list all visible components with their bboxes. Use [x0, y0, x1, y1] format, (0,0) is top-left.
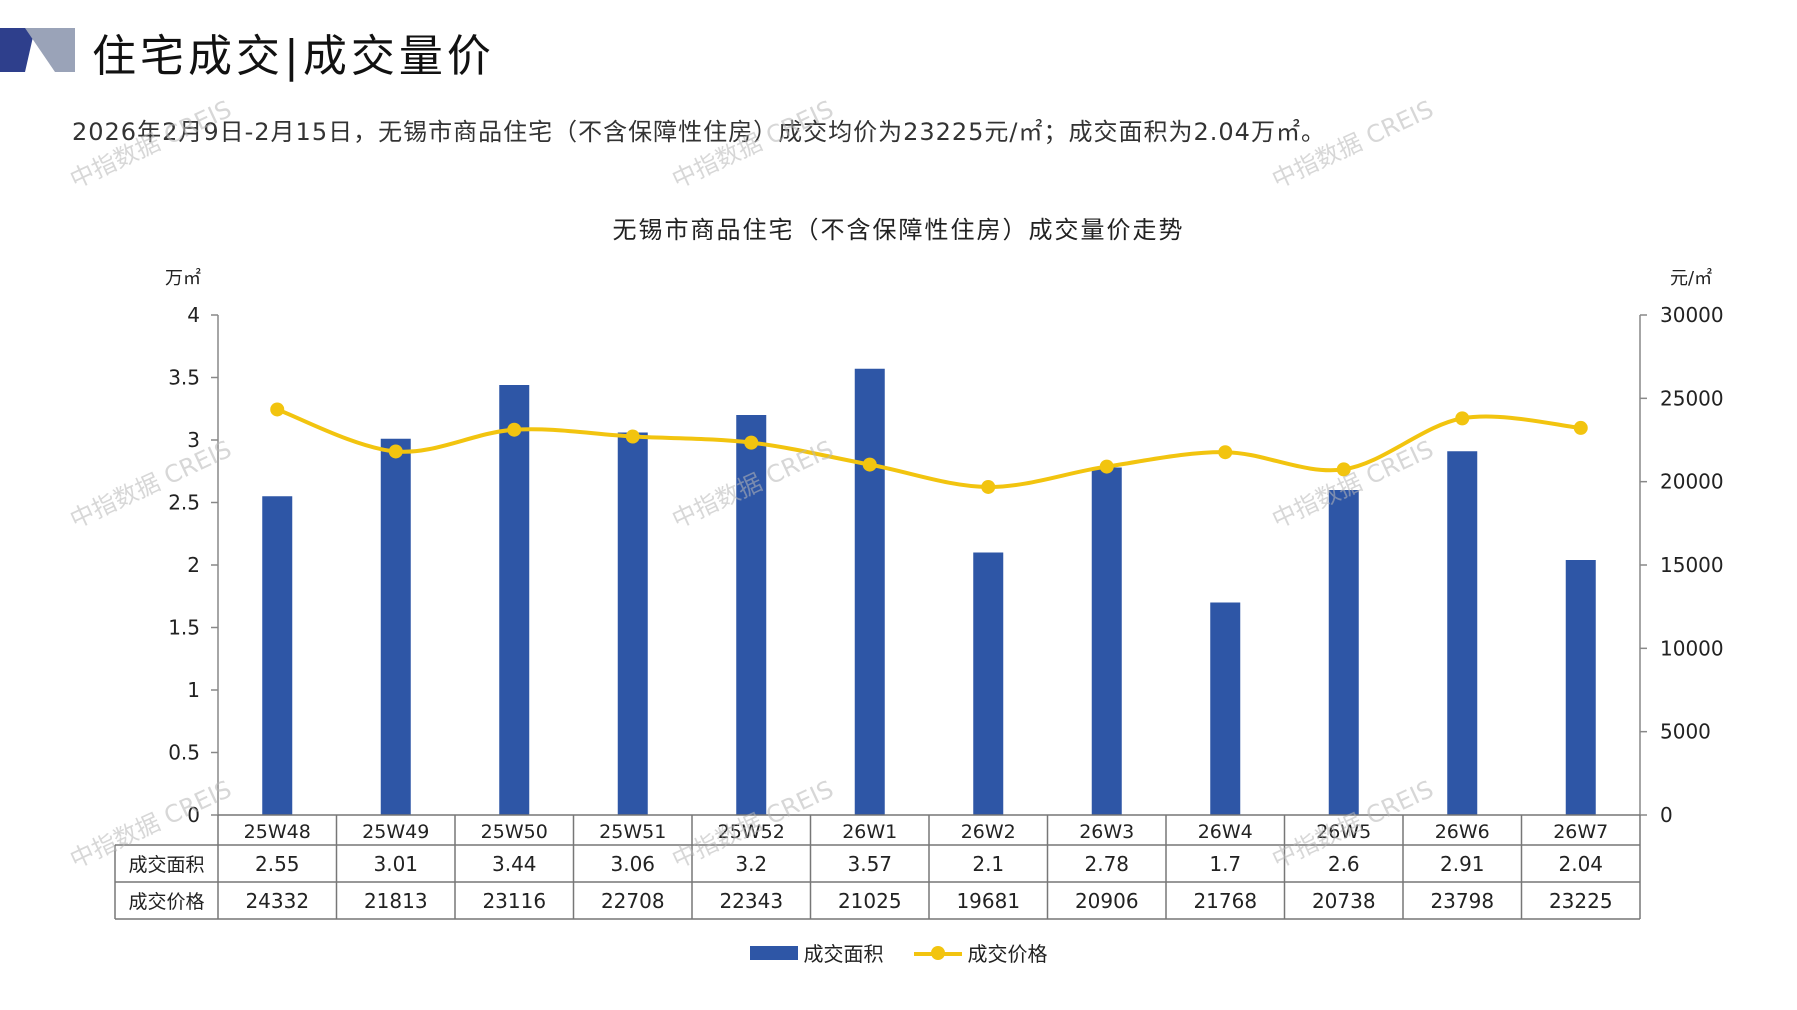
table-cell-area: 2.1	[972, 852, 1004, 876]
table-cell-area: 1.7	[1209, 852, 1241, 876]
bar-26W3	[1091, 467, 1122, 815]
bar-25W51	[617, 432, 648, 815]
table-cell-area: 2.6	[1328, 852, 1360, 876]
x-category-label: 26W5	[1316, 821, 1371, 843]
price-point-26W2	[981, 479, 996, 494]
x-category-label: 26W4	[1198, 821, 1253, 843]
table-cell-price: 23798	[1430, 889, 1494, 913]
x-category-label: 25W52	[718, 821, 785, 843]
x-category-label: 26W2	[961, 821, 1016, 843]
page-title: 住宅成交|成交量价	[92, 31, 495, 82]
price-point-26W6	[1455, 411, 1470, 426]
right-tick-label: 10000	[1660, 636, 1724, 660]
left-axis-unit: 万㎡	[165, 268, 201, 289]
table-cell-price: 22343	[719, 889, 783, 913]
price-point-25W50	[507, 422, 522, 437]
table-cell-area: 2.04	[1558, 852, 1603, 876]
left-tick-label: 1	[187, 678, 200, 702]
legend: 成交面积 成交价格	[0, 938, 1797, 967]
price-point-26W7	[1573, 420, 1588, 435]
table-cell-price: 24332	[245, 889, 309, 913]
x-category-label: 25W51	[599, 821, 666, 843]
x-category-label: 25W48	[244, 821, 311, 843]
table-cell-area: 3.01	[373, 852, 418, 876]
x-category-label: 25W50	[481, 821, 548, 843]
left-tick-label: 3.5	[168, 366, 200, 390]
bar-26W2	[973, 552, 1004, 815]
legend-line-swatch	[913, 945, 962, 960]
bar-26W7	[1565, 560, 1596, 815]
table-cell-price: 21813	[364, 889, 428, 913]
left-tick-label: 4	[187, 303, 200, 327]
price-point-25W48	[270, 402, 285, 417]
left-tick-label: 2	[187, 553, 200, 577]
price-point-25W49	[388, 444, 403, 459]
left-tick-label: 2.5	[168, 491, 200, 515]
right-tick-label: 30000	[1660, 303, 1724, 327]
price-point-26W5	[1336, 462, 1351, 477]
x-category-label: 25W49	[362, 821, 429, 843]
logo-mark	[0, 28, 75, 72]
bar-25W48	[262, 496, 293, 815]
bar-25W50	[499, 385, 530, 815]
bar-26W6	[1447, 451, 1478, 815]
table-cell-price: 22708	[601, 889, 665, 913]
table-cell-area: 3.57	[847, 852, 892, 876]
legend-bar-swatch	[749, 945, 798, 960]
bar-26W5	[1328, 490, 1359, 815]
left-tick-label: 0	[187, 803, 200, 827]
table-cell-area: 3.2	[735, 852, 767, 876]
table-cell-price: 19681	[956, 889, 1020, 913]
right-axis-unit: 元/㎡	[1670, 268, 1713, 289]
summary-text: 2026年2月9日-2月15日，无锡市商品住宅（不含保障性住房）成交均价为232…	[72, 118, 1326, 146]
legend-item-area[interactable]: 成交面积	[749, 938, 884, 967]
left-tick-label: 0.5	[168, 741, 200, 765]
price-point-26W1	[862, 457, 877, 472]
bar-25W49	[380, 438, 411, 815]
chart-title: 无锡市商品住宅（不含保障性住房）成交量价走势	[612, 216, 1185, 244]
table-cell-area: 3.44	[492, 852, 537, 876]
right-tick-label: 20000	[1660, 470, 1724, 494]
table-cell-price: 21025	[838, 889, 902, 913]
price-line	[276, 407, 1581, 489]
table-cell-area: 3.06	[610, 852, 655, 876]
table-cell-area: 2.55	[255, 852, 300, 876]
left-tick-label: 1.5	[168, 616, 200, 640]
table-cell-price: 20906	[1075, 889, 1139, 913]
right-tick-label: 0	[1660, 803, 1673, 827]
bar-26W4	[1210, 602, 1241, 815]
right-tick-label: 15000	[1660, 553, 1724, 577]
legend-label-price: 成交价格	[967, 942, 1048, 966]
legend-item-price[interactable]: 成交价格	[913, 938, 1048, 967]
right-tick-label: 25000	[1660, 386, 1724, 410]
x-category-label: 26W7	[1553, 821, 1608, 843]
left-tick-label: 3	[187, 428, 200, 452]
table-cell-price: 21768	[1193, 889, 1257, 913]
price-point-26W3	[1099, 459, 1114, 474]
price-point-26W4	[1218, 445, 1233, 460]
table-cell-area: 2.78	[1084, 852, 1129, 876]
legend-label-area: 成交面积	[803, 942, 884, 966]
table-row-label: 成交价格	[128, 891, 204, 913]
header: 住宅成交|成交量价	[0, 0, 1797, 100]
bar-25W52	[736, 415, 767, 815]
price-point-25W51	[625, 429, 640, 444]
x-category-label: 26W3	[1079, 821, 1134, 843]
x-category-label: 26W6	[1435, 821, 1490, 843]
table-cell-area: 2.91	[1440, 852, 1485, 876]
bar-26W1	[854, 368, 885, 815]
table-row-label: 成交面积	[128, 854, 204, 876]
table-cell-price: 23116	[482, 889, 546, 913]
price-point-25W52	[744, 435, 759, 450]
table-cell-price: 23225	[1549, 889, 1613, 913]
table-cell-price: 20738	[1312, 889, 1376, 913]
right-tick-label: 5000	[1660, 720, 1711, 744]
x-category-label: 26W1	[842, 821, 897, 843]
